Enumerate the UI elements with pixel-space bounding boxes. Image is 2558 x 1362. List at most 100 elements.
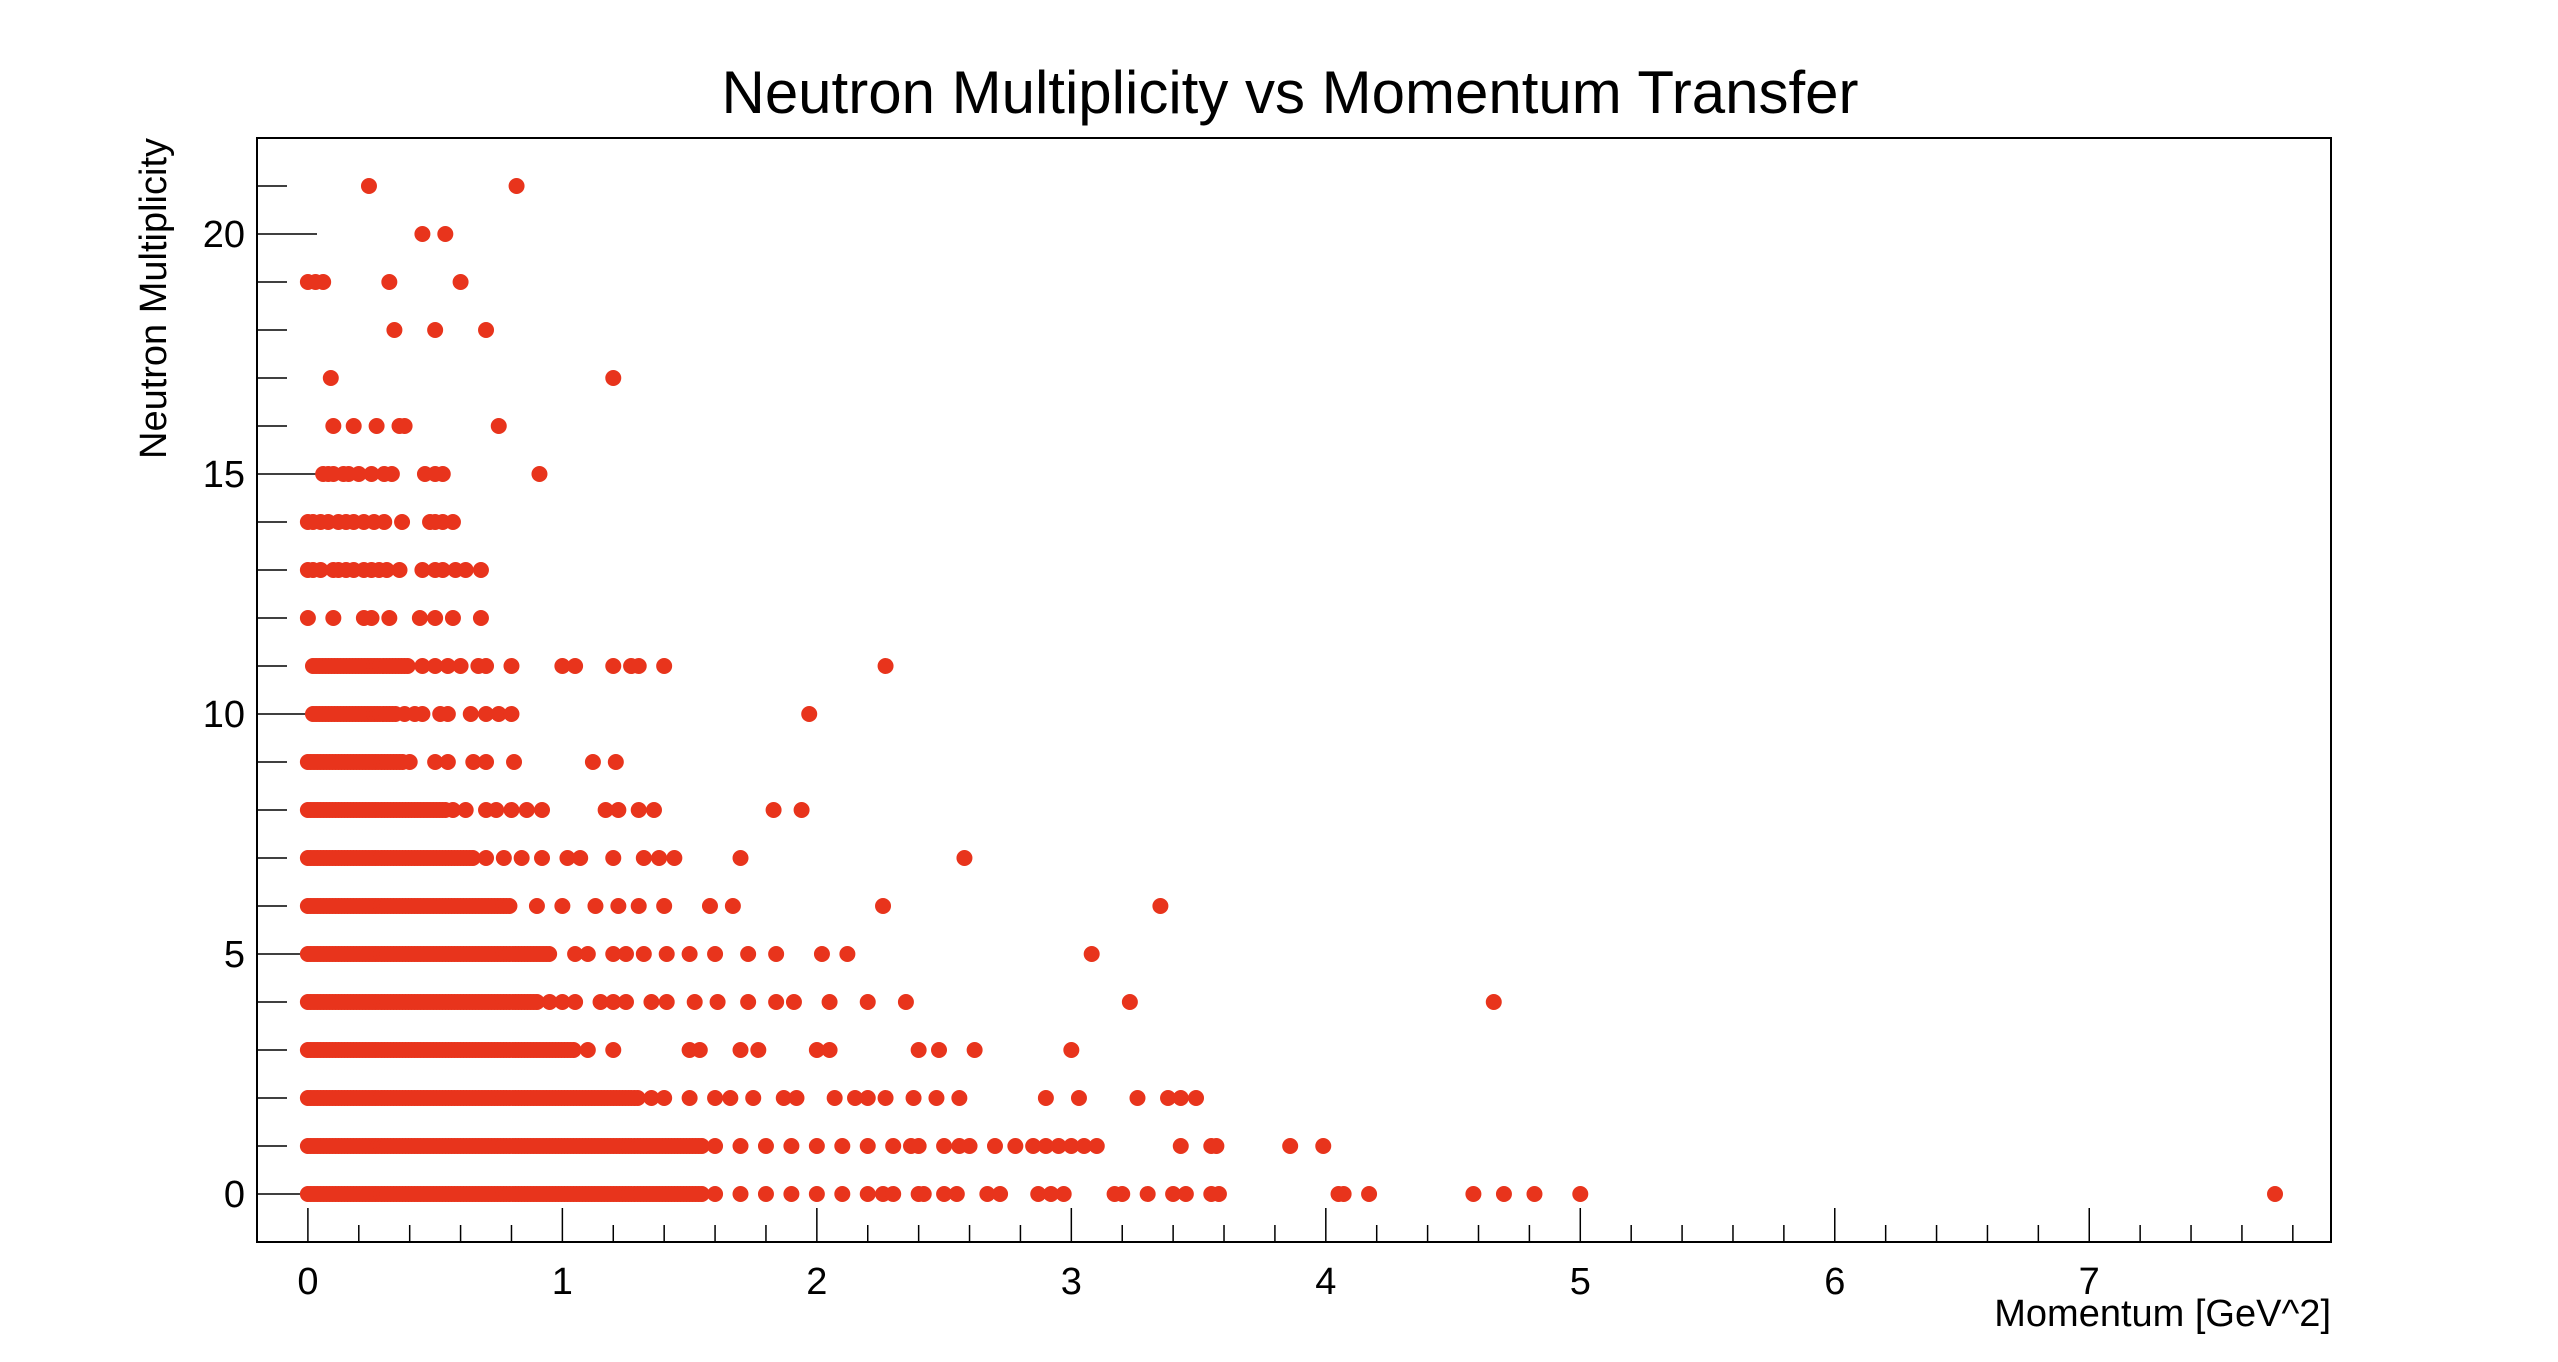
data-point	[322, 370, 339, 386]
data-point	[503, 658, 520, 674]
data-point	[1210, 1186, 1227, 1202]
data-point	[610, 802, 627, 818]
y-tick-label: 0	[224, 1174, 245, 1216]
data-point	[1121, 994, 1138, 1010]
data-point	[579, 1042, 596, 1058]
data-point	[1165, 1186, 1182, 1202]
data-point	[765, 802, 782, 818]
data-point	[565, 1042, 582, 1058]
data-point	[961, 1138, 978, 1154]
data-point	[567, 946, 584, 962]
data-point	[877, 1090, 894, 1106]
data-point	[478, 754, 495, 770]
plot-frame	[256, 137, 2332, 1243]
data-point	[363, 610, 380, 626]
data-point	[966, 1042, 983, 1058]
data-point	[605, 994, 622, 1010]
data-point	[651, 850, 668, 866]
data-point	[312, 562, 329, 578]
data-point	[363, 466, 380, 482]
axis-ticks	[256, 185, 2294, 1242]
data-point	[401, 754, 418, 770]
data-point	[707, 1138, 724, 1154]
data-point	[394, 514, 411, 530]
data-point	[757, 1186, 774, 1202]
data-point	[732, 850, 749, 866]
data-point	[1007, 1138, 1024, 1154]
data-point	[1139, 1186, 1156, 1202]
data-point	[488, 802, 505, 818]
x-tick-label: 3	[1061, 1261, 1082, 1303]
data-point	[808, 1186, 825, 1202]
data-point	[444, 802, 461, 818]
data-point	[691, 1042, 708, 1058]
data-point	[847, 1090, 864, 1106]
data-point	[885, 1186, 902, 1202]
data-point	[630, 802, 647, 818]
data-point	[931, 1042, 948, 1058]
data-point	[439, 754, 456, 770]
data-point	[875, 898, 892, 914]
data-point	[1025, 1138, 1042, 1154]
data-point	[439, 658, 456, 674]
data-point	[478, 322, 495, 338]
data-point	[768, 946, 785, 962]
data-point	[478, 850, 495, 866]
data-point	[534, 802, 551, 818]
data-point	[1055, 1186, 1072, 1202]
data-point	[427, 322, 444, 338]
data-point	[693, 1138, 710, 1154]
data-point	[897, 994, 914, 1010]
data-point	[299, 610, 316, 626]
data-point	[605, 946, 622, 962]
data-point	[709, 994, 726, 1010]
data-point	[1129, 1090, 1146, 1106]
data-point	[1083, 946, 1100, 962]
data-point	[801, 706, 818, 722]
data-point	[597, 802, 614, 818]
data-point	[732, 1138, 749, 1154]
data-point	[579, 946, 596, 962]
data-point	[1188, 1090, 1205, 1106]
data-point	[643, 994, 660, 1010]
data-point	[567, 658, 584, 674]
data-point	[350, 466, 367, 482]
data-point	[707, 946, 724, 962]
x-tick-label: 7	[2079, 1261, 2100, 1303]
data-point	[645, 802, 662, 818]
data-point	[1282, 1138, 1299, 1154]
data-point	[630, 898, 647, 914]
data-point	[656, 898, 673, 914]
data-point	[859, 994, 876, 1010]
data-point	[793, 802, 810, 818]
data-point	[808, 1138, 825, 1154]
data-point	[757, 1138, 774, 1154]
data-point	[503, 802, 520, 818]
data-point	[472, 610, 489, 626]
data-point	[745, 1090, 762, 1106]
data-point	[1485, 994, 1502, 1010]
data-point	[1114, 1186, 1131, 1202]
data-point	[386, 322, 403, 338]
data-point	[1172, 1138, 1189, 1154]
data-point	[768, 994, 785, 1010]
data-point	[399, 658, 416, 674]
data-point	[541, 946, 558, 962]
data-point	[722, 1090, 739, 1106]
data-point	[478, 658, 495, 674]
data-point	[1160, 1090, 1177, 1106]
data-point	[1050, 1138, 1067, 1154]
data-point	[859, 1186, 876, 1202]
data-point	[541, 994, 558, 1010]
data-point	[813, 946, 830, 962]
data-point	[658, 946, 675, 962]
data-point	[554, 994, 571, 1010]
data-point	[666, 850, 683, 866]
data-point	[859, 1138, 876, 1154]
data-point	[592, 994, 609, 1010]
data-point	[1063, 1138, 1080, 1154]
data-point	[859, 1090, 876, 1106]
y-tick-label: 10	[203, 694, 245, 736]
data-point	[518, 802, 535, 818]
